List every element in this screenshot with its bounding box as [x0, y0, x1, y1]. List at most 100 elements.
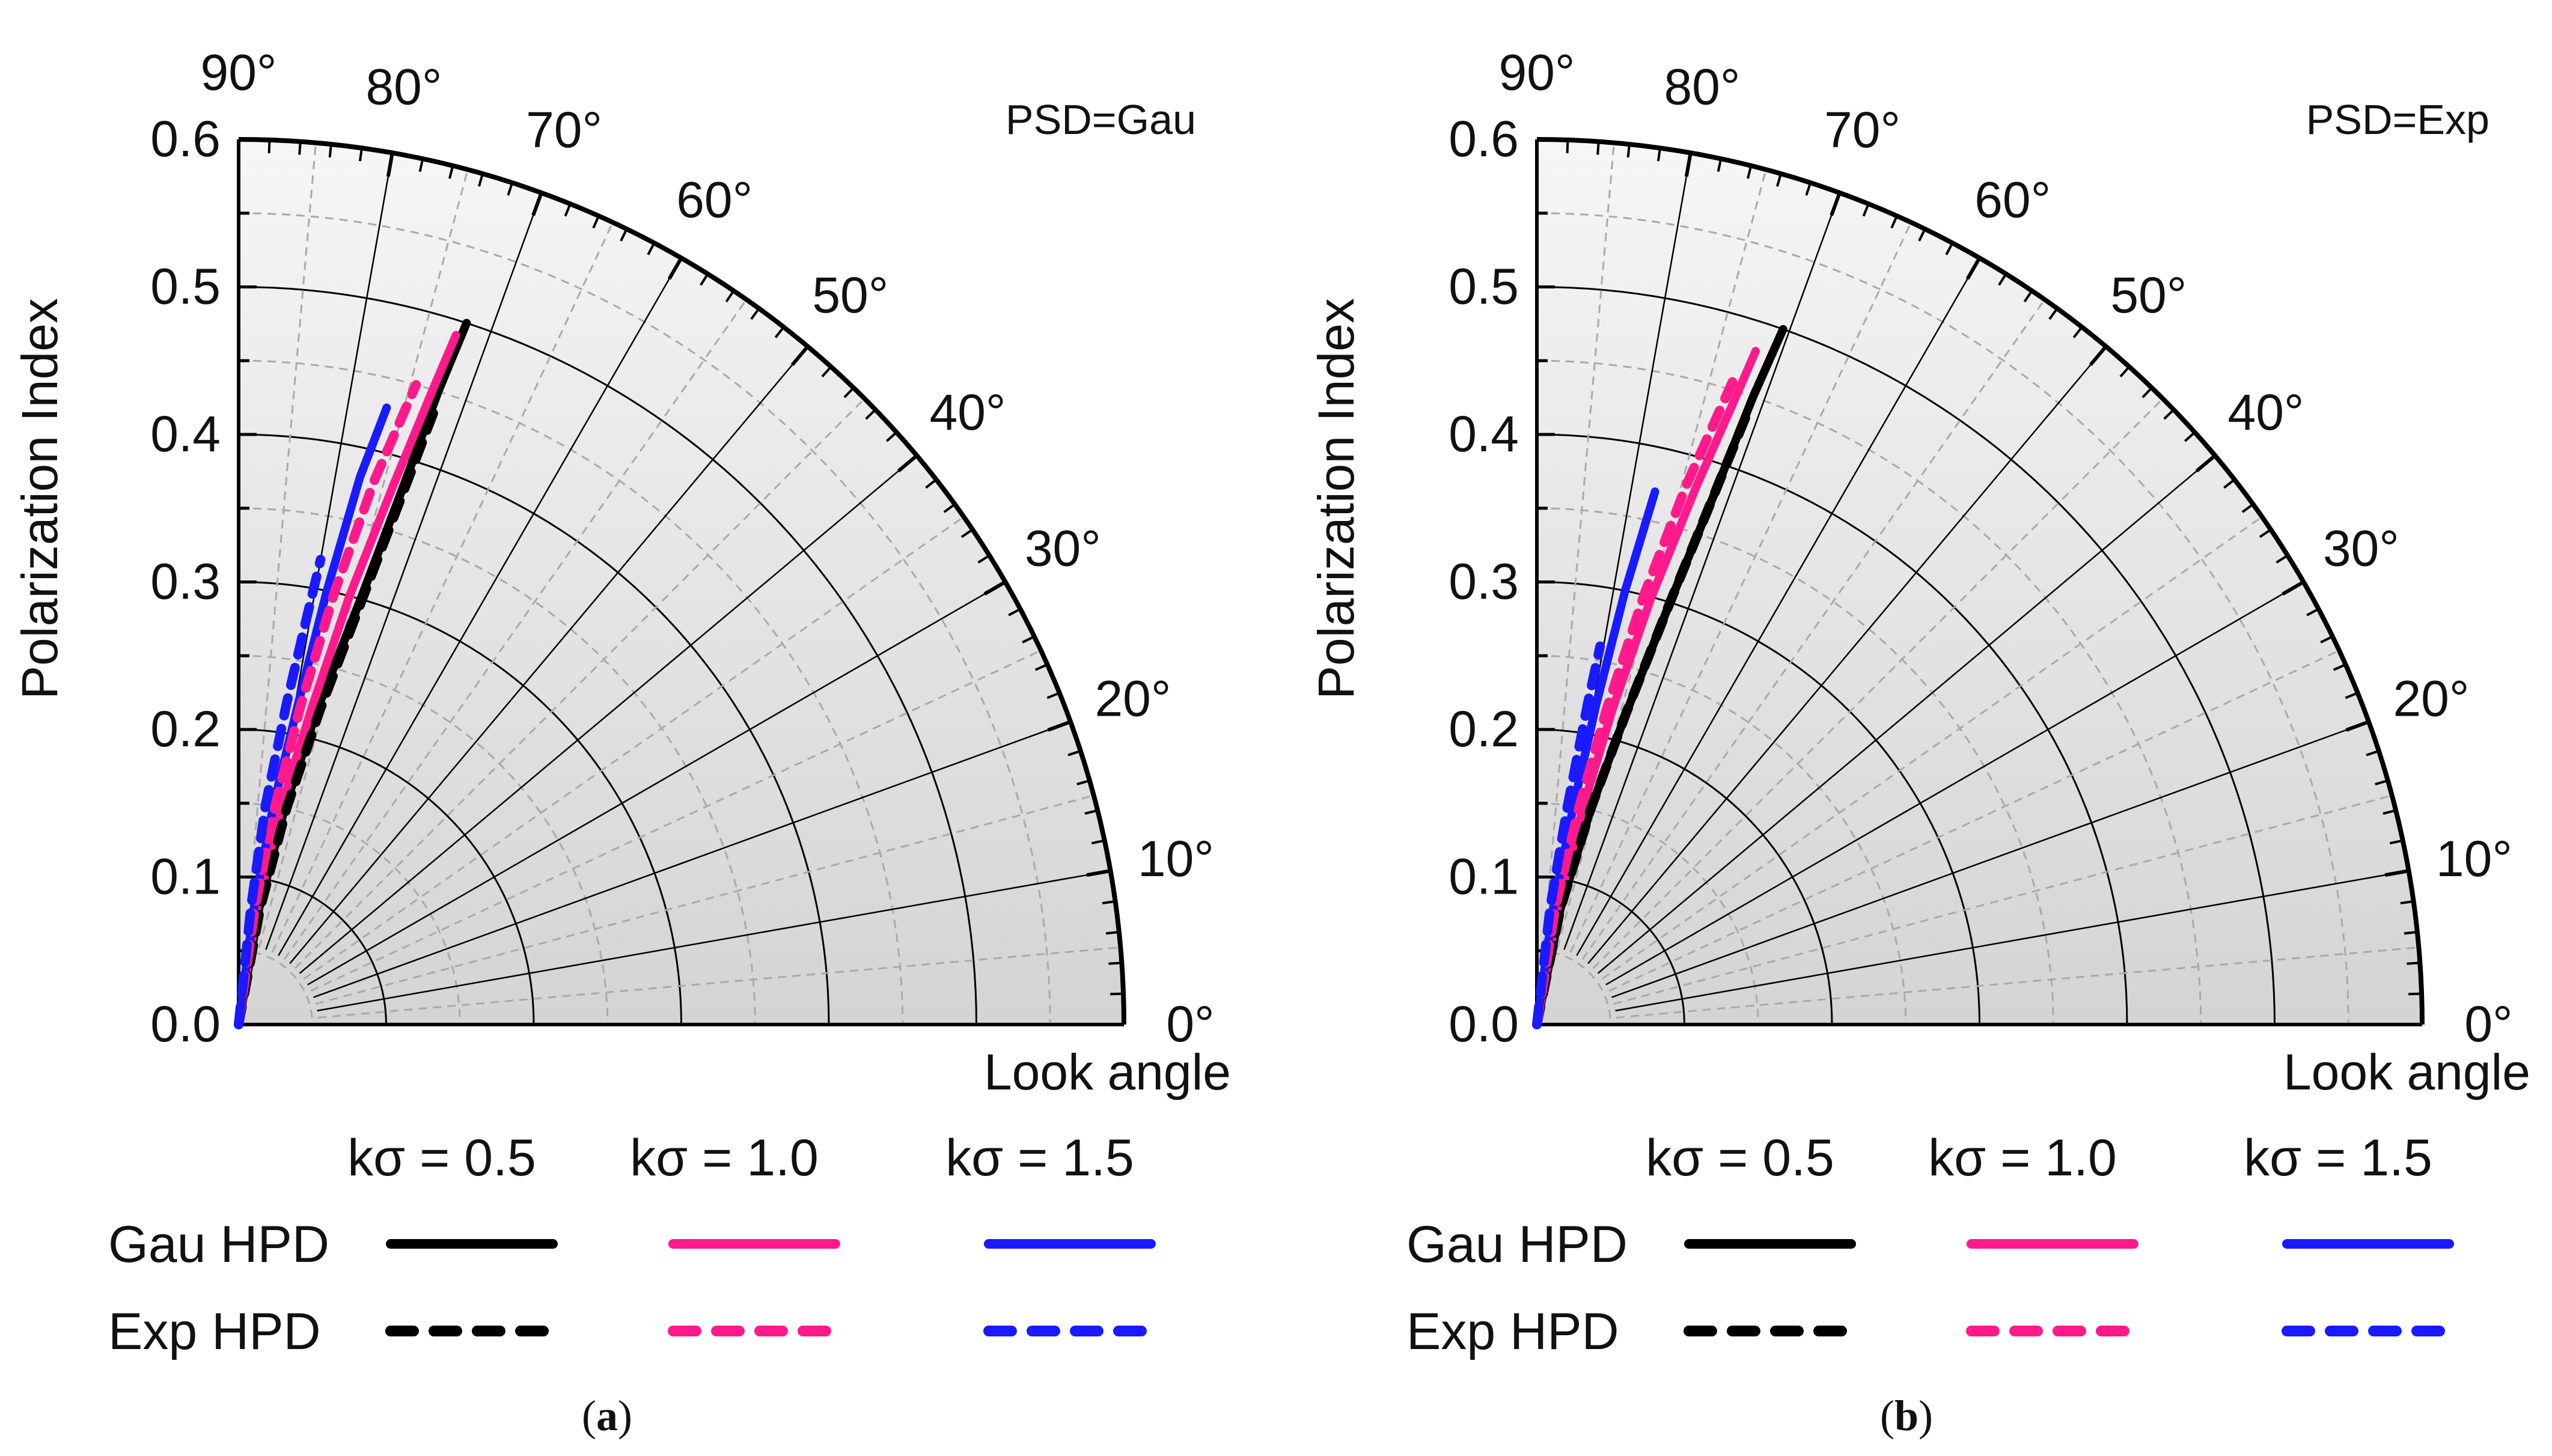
legend: kσ = 0.5 kσ = 1.0 kσ = 1.5 Gau HPD Exp HPD [1406, 1129, 2455, 1360]
angle-tick [1067, 749, 1081, 757]
legend-header: kσ = 1.5 [2244, 1129, 2432, 1187]
angle-tick-label: 20° [2393, 670, 2469, 726]
angle-tick [1776, 173, 1782, 187]
angle-tick [2184, 431, 2196, 442]
angle-tick [298, 141, 302, 155]
series-line [234, 380, 421, 1029]
angle-tick [1084, 809, 1098, 815]
angle-tick [1102, 900, 1116, 905]
series-line [1532, 371, 1741, 1029]
r-tick-label: 0.4 [1448, 406, 1519, 462]
major-radial [299, 455, 918, 974]
angle-tick [2259, 528, 2272, 538]
psd-annotation: PSD=Gau [1006, 96, 1196, 143]
minor-radial [1569, 222, 1912, 953]
major-radial [307, 581, 1006, 985]
x-axis-title: Look angle [984, 1044, 1231, 1100]
angle-tick [1110, 992, 1124, 996]
major-arc [238, 286, 977, 1025]
angle-tick-label: 70° [1824, 102, 1900, 158]
angle-tick-label: 50° [812, 267, 888, 323]
angle-tick-label: 0° [1166, 996, 1214, 1052]
angle-tick [1656, 148, 1661, 162]
angle-tick [1918, 228, 1926, 242]
r-tick-label: 0.5 [1448, 258, 1519, 315]
r-tick-label: 0.6 [1448, 111, 1519, 167]
angle-tick-label: 0° [2464, 996, 2512, 1052]
angle-tick-label: 40° [929, 384, 1006, 440]
angle-tick [2384, 869, 2410, 877]
psd-annotation: PSD=Exp [2306, 96, 2489, 143]
angle-tick-label: 80° [1664, 59, 1740, 115]
major-radial [313, 721, 1071, 998]
legend-row-label: Exp HPD [1406, 1303, 1619, 1360]
angle-tick [647, 242, 656, 255]
angle-tick [865, 409, 876, 420]
angle-tick [1684, 152, 1693, 177]
angle-tick [1091, 839, 1105, 845]
angle-tick-label: 10° [2436, 830, 2512, 887]
legend-row-label: Gau HPD [1406, 1216, 1628, 1273]
angle-tick [2141, 387, 2153, 398]
polar-grid [1535, 137, 2425, 1026]
series-line [234, 401, 441, 1029]
minor-radial [271, 222, 614, 953]
angle-tick-label: 90° [200, 44, 276, 101]
angle-tick [2241, 503, 2254, 513]
angle-tick [667, 257, 683, 280]
minor-radial [1608, 650, 2340, 992]
r-tick-label: 0.1 [150, 848, 221, 905]
angle-tick [1047, 720, 1072, 732]
angle-tick [2400, 900, 2414, 905]
r-tick-label: 0.4 [150, 406, 221, 462]
minor-radial [1616, 946, 2419, 1019]
legend-row-label: Exp HPD [108, 1303, 321, 1360]
angle-tick [1596, 141, 1600, 155]
angle-tick-label: 50° [2110, 267, 2187, 323]
minor-radial [245, 142, 317, 946]
angle-tick [1034, 663, 1048, 671]
angle-tick [1965, 257, 1982, 280]
angle-tick [2320, 635, 2333, 644]
minor-radial [1592, 398, 2164, 969]
minor-arc [1536, 802, 1759, 1025]
angle-tick-label: 40° [2227, 384, 2304, 440]
y-axis-title: Polarization Index [11, 298, 68, 699]
angle-tick [507, 182, 514, 196]
angle-tick [358, 148, 363, 162]
major-radial [1605, 581, 2304, 985]
angle-tick [1717, 158, 1723, 172]
angle-tick [2163, 409, 2175, 420]
angle-tick [2072, 326, 2083, 338]
minor-radial [317, 946, 1121, 1019]
major-radial [1563, 192, 1840, 950]
angle-tick [2223, 478, 2235, 489]
minor-radial [303, 516, 965, 980]
angle-tick-label: 70° [526, 102, 602, 158]
angle-tick-label: 60° [676, 172, 752, 228]
outer-arc [238, 137, 1126, 1025]
angle-tick [700, 273, 709, 286]
angle-tick [2383, 809, 2396, 815]
angle-tick [2345, 720, 2370, 732]
x-axis-title: Look angle [2283, 1044, 2530, 1100]
angle-tick [960, 528, 974, 538]
angle-tick [2282, 580, 2305, 596]
angle-tick [750, 308, 760, 320]
angle-tick-label: 10° [1138, 830, 1214, 887]
major-radial [1576, 257, 1980, 956]
angle-tick [2089, 345, 2108, 367]
r-tick-label: 0.0 [150, 996, 221, 1052]
angle-tick-label: 20° [1094, 670, 1171, 726]
angle-tick [897, 454, 918, 473]
angle-tick [725, 290, 735, 303]
angle-tick-label: 90° [1498, 44, 1575, 101]
major-radial [289, 346, 808, 964]
panel-a: 0.0 0.1 0.2 0.3 0.4 0.5 0.6 0° 10° 20° 30° 40° 50° 6… [11, 44, 1231, 1440]
legend-header: kσ = 0.5 [1646, 1129, 1834, 1187]
angle-tick [1108, 961, 1122, 965]
angle-tick [774, 326, 785, 338]
legend: kσ = 0.5 kσ = 1.0 kσ = 1.5 Gau HPD Exp HPD [108, 1129, 1156, 1360]
legend-header: kσ = 0.5 [347, 1129, 536, 1187]
angle-tick [2366, 749, 2380, 757]
